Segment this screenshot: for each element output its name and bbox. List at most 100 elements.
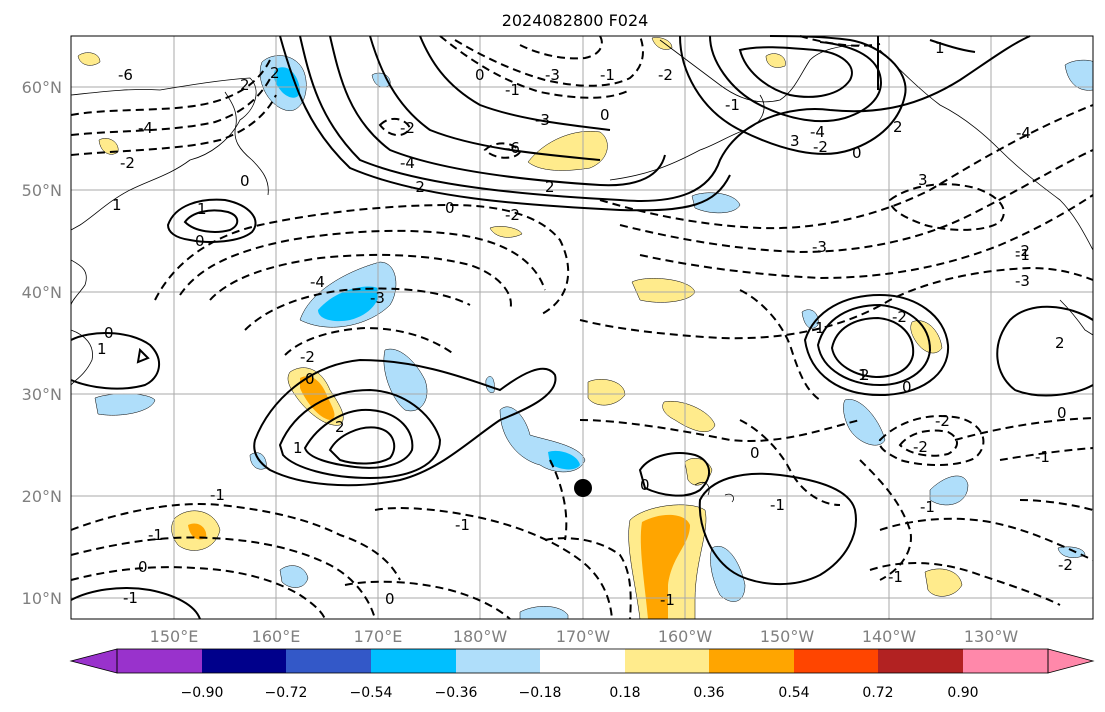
contour-label: 0 <box>750 444 760 462</box>
contour-label: -1 <box>123 589 138 607</box>
colorbar-extend-low <box>69 648 118 674</box>
contours-negative <box>70 35 1094 620</box>
shade-yellow-5 <box>662 400 716 433</box>
shade-orange-8 <box>188 523 207 540</box>
shade-blue-17 <box>485 376 495 393</box>
shade-blue-6 <box>843 399 886 446</box>
shade-blue-1b <box>273 67 300 98</box>
colorbar-segment <box>202 649 286 673</box>
contour-label: 3 <box>918 171 928 189</box>
lon-label-140w: 140°W <box>862 627 917 646</box>
contour-label: -2 <box>1015 242 1030 260</box>
contour-label: 0 <box>138 558 148 576</box>
colorbar-segment <box>625 649 709 673</box>
contour-label: 0 <box>1057 404 1067 422</box>
contour-label: -1 <box>210 486 225 504</box>
contour-label: -2 <box>892 308 907 326</box>
gridlines <box>71 36 1093 619</box>
lon-label-170e: 170°E <box>354 627 403 646</box>
shade-yellow-1 <box>527 131 608 171</box>
lon-label-170w: 170°W <box>556 627 611 646</box>
colorbar-segment <box>878 649 963 673</box>
shade-yellow-13 <box>765 53 786 68</box>
contour-label: 0 <box>475 66 485 84</box>
contour-label: -4 <box>810 123 825 141</box>
contour-label: -6 <box>505 139 520 157</box>
contour-label: 2 <box>240 76 250 94</box>
lat-label-50: 50°N <box>22 181 62 200</box>
shade-yellow-10 <box>924 568 963 597</box>
shade-orange-3 <box>300 376 335 420</box>
colorbar-tick-label: 0.54 <box>778 685 809 701</box>
colorbar-segment <box>117 649 202 673</box>
contour-label: -3 <box>370 289 385 307</box>
lon-label-150w: 150°W <box>760 627 815 646</box>
contour-label: 0 <box>640 476 650 494</box>
contour-label: -3 <box>545 66 560 84</box>
contour-label: -1 <box>600 66 615 84</box>
shade-blue-9 <box>279 565 309 588</box>
colorbar-tick-label: 0.90 <box>947 685 978 701</box>
contour-label: -4 <box>1016 124 1031 142</box>
colorbar-tick-label: −0.36 <box>435 685 478 701</box>
contour-label: 1 <box>293 439 303 457</box>
contour-label: -1 <box>1035 448 1050 466</box>
contour-label: 0 <box>195 232 205 250</box>
colorbar-segment <box>794 649 878 673</box>
shade-yellow-9 <box>910 320 943 354</box>
contour-label: 1 <box>197 200 207 218</box>
contour-label: -2 <box>935 412 950 430</box>
contour-label: -2 <box>913 438 928 456</box>
shade-yellow-4 <box>587 379 626 406</box>
contour-label: -2 <box>1058 556 1073 574</box>
contour-label: 0 <box>445 199 455 217</box>
contour-label: 2 <box>893 118 903 136</box>
latitude-labels: 60°N 50°N 40°N 30°N 20°N 10°N <box>22 78 62 608</box>
contour-label: 1 <box>935 39 945 57</box>
contour-label: -1 <box>148 526 163 544</box>
contour-label: 1 <box>858 366 868 384</box>
contour-label: -2 <box>400 119 415 137</box>
contour-label: 0 <box>852 144 862 162</box>
contour-label: -1 <box>725 96 740 114</box>
colorbar-labels: −0.90 −0.72 −0.54 −0.36 −0.18 0.18 0.36 … <box>181 685 979 701</box>
location-marker <box>574 479 592 497</box>
lat-label-20: 20°N <box>22 487 62 506</box>
contour-label: -1 <box>770 496 785 514</box>
contour-label: 0 <box>104 324 114 342</box>
colorbar-segment <box>709 649 794 673</box>
contour-label: -3 <box>535 111 550 129</box>
colorbar-tick-label: −0.54 <box>350 685 393 701</box>
contour-label: -1 <box>920 498 935 516</box>
contours-positive <box>70 35 1094 620</box>
longitude-labels: 150°E 160°E 170°E 180°W 170°W 160°W 150°… <box>150 627 1019 646</box>
contour-label: 0 <box>902 378 912 396</box>
contour-label: -2 <box>120 154 135 172</box>
figure-title: 2024082800 F024 <box>502 11 649 30</box>
shade-yellow-12 <box>77 52 101 66</box>
contour-label: 1 <box>815 319 825 337</box>
map-plot-area: -6 -4 -2 2 0 -3 -6 -3 -1 0 -4 -2 2 3 0 -… <box>70 35 1094 620</box>
shade-blue-10 <box>519 606 569 620</box>
colorbar-segment <box>540 649 625 673</box>
contour-label: 0 <box>305 370 315 388</box>
shade-yellow-7 <box>684 458 713 486</box>
shade-yellow-15 <box>651 37 673 50</box>
contour-label: 1 <box>112 196 122 214</box>
contour-label: 2 <box>860 366 870 384</box>
contour-label: -1 <box>1015 246 1030 264</box>
lat-label-30: 30°N <box>22 385 62 404</box>
contour-label: -3 <box>812 238 827 256</box>
shade-blue-15 <box>1057 546 1086 558</box>
shade-blue-7 <box>929 475 969 506</box>
contour-label: -1 <box>888 568 903 586</box>
contour-label: 0 <box>385 590 395 608</box>
contour-label: -6 <box>118 66 133 84</box>
contour-label: -1 <box>505 81 520 99</box>
contour-label: -1 <box>455 516 470 534</box>
contour-label: -2 <box>410 178 425 196</box>
coastlines <box>70 39 1094 503</box>
contour-label: 0 <box>600 106 610 124</box>
contour-labels: -6 -4 -2 2 0 -3 -6 -3 -1 0 -4 -2 2 3 0 -… <box>97 39 1073 609</box>
